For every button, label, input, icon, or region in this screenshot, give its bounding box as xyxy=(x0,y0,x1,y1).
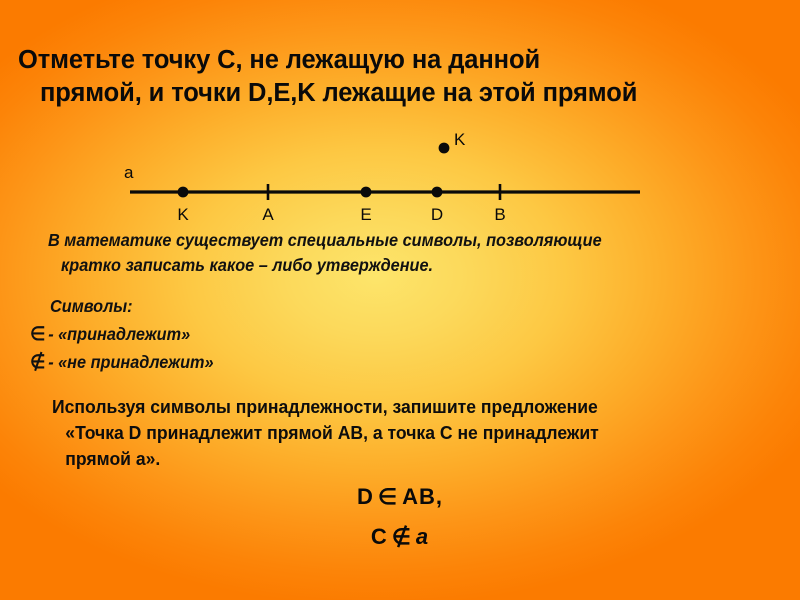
task-line-3: прямой а». xyxy=(65,448,161,469)
point-label-k-0: K xyxy=(177,205,189,224)
intro-line-2: кратко записать какое – либо утверждение… xyxy=(61,255,434,275)
task-line-1: Используя символы принадлежности, запиши… xyxy=(52,396,598,417)
point-dot-e-2 xyxy=(360,186,372,198)
answer-line-2: C ∉ a xyxy=(0,524,800,550)
point-label-floating-k: K xyxy=(454,130,466,149)
answer-line-1: D ∈ AB, xyxy=(0,484,800,510)
title-line-2: прямой, и точки D,E,K лежащие на этой пр… xyxy=(40,79,638,107)
title-line-1: Отметьте точку C, не лежащую на данной xyxy=(18,46,541,74)
diagram-svg: a K K A E D B xyxy=(124,130,640,224)
intro-line-1: В математике существует специальные симв… xyxy=(48,230,602,250)
element-of-icon: ∈ xyxy=(30,324,46,345)
not-element-of-icon-answer2: ∉ xyxy=(391,524,412,549)
not-element-of-icon: ∉ xyxy=(30,352,46,373)
paragraph-intro: В математике существует специальные симв… xyxy=(48,228,736,278)
task-line-2: «Точка D принадлежит прямой АВ, а точка … xyxy=(65,422,599,443)
page-title: Отметьте точку C, не лежащую на данной п… xyxy=(18,44,786,110)
answer2-right: a xyxy=(415,524,430,549)
symbol-belongs-text: - «принадлежит» xyxy=(48,324,191,344)
point-label-b-4: B xyxy=(494,205,505,224)
answer1-left: D xyxy=(357,484,374,509)
answer2-left: C xyxy=(370,524,388,549)
number-line-diagram: a K K A E D B xyxy=(0,120,800,225)
answer1-right: AB, xyxy=(402,484,443,509)
symbol-row-not-belongs: ∉ - «не принадлежит» xyxy=(30,350,214,375)
paragraph-task: Используя символы принадлежности, запиши… xyxy=(52,394,746,472)
symbols-heading: Символы: xyxy=(50,296,133,316)
point-label-e-2: E xyxy=(360,205,371,224)
point-label-a-1: A xyxy=(262,205,274,224)
element-of-icon-answer1: ∈ xyxy=(377,484,399,509)
point-dot-floating-k xyxy=(438,142,450,154)
symbol-not-belongs-text: - «не принадлежит» xyxy=(48,352,214,372)
line-label-a: a xyxy=(124,163,134,182)
symbol-row-belongs: ∈ - «принадлежит» xyxy=(30,322,190,347)
point-dot-d-3 xyxy=(431,186,443,198)
point-dot-k-0 xyxy=(177,186,189,198)
point-label-d-3: D xyxy=(431,205,443,224)
